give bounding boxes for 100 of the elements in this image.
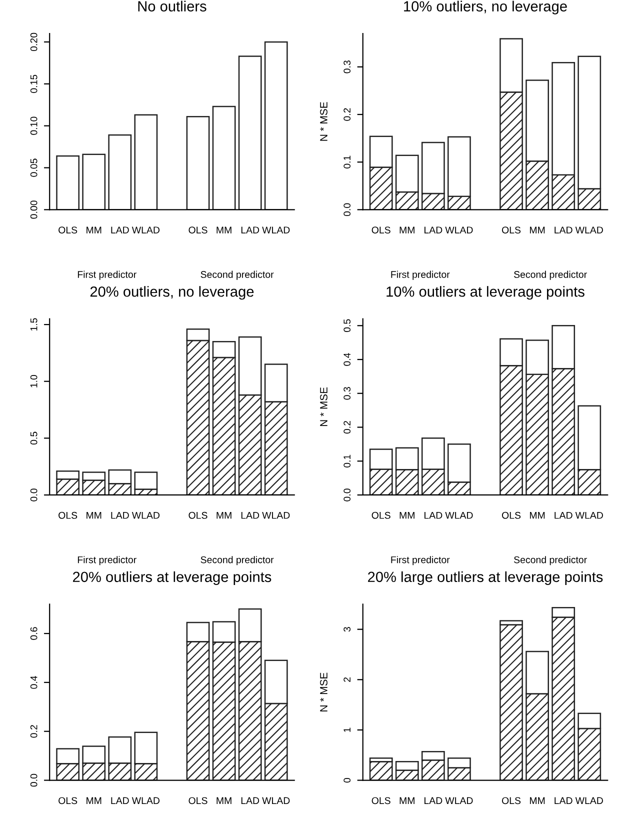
y-tick-label: 0.10 — [30, 116, 38, 135]
x-tick-label: LAD — [241, 226, 260, 234]
x-tick-label: WLAD — [575, 797, 603, 804]
x-tick-label: WLAD — [575, 226, 603, 234]
x-tick-label: MM — [400, 797, 414, 804]
x-tick-label: OLS — [58, 512, 78, 519]
x-tick-label: MM — [530, 797, 545, 804]
bar — [500, 624, 523, 780]
x-tick-label: OLS — [502, 512, 521, 519]
x-tick-label: LAD — [424, 512, 442, 519]
y-tick-label: 0.3 — [344, 60, 351, 74]
text: First predictor — [391, 270, 450, 280]
y-tick-label: 1 — [344, 728, 350, 732]
x-tick-label: OLS — [188, 512, 208, 519]
x-tick-label: MM — [216, 797, 232, 804]
y-tick-label: 1.0 — [30, 374, 38, 388]
x-tick-label: WLAD — [132, 226, 160, 234]
chart-title: 10% outliers at leverage points — [386, 286, 584, 300]
y-tick-label: 0.0 — [344, 488, 351, 502]
y-axis-title: N * MSE — [320, 387, 328, 426]
bar — [212, 106, 236, 210]
x-tick-label: WLAD — [445, 226, 473, 234]
x-tick-label: OLS — [372, 512, 390, 519]
text: Second predictor — [200, 270, 274, 280]
x-tick-label: OLS — [502, 797, 521, 804]
text: First predictor — [78, 556, 136, 566]
x-tick-label: LAD — [554, 797, 572, 804]
y-tick-label: 0.2 — [344, 108, 351, 121]
y-axis-title: N * MSE — [320, 672, 328, 712]
text: Second predictor — [514, 270, 587, 280]
x-tick-label: WLAD — [132, 512, 160, 519]
x-tick-label: OLS — [188, 797, 208, 804]
bar — [186, 116, 210, 210]
chart-title: 20% outliers, no leverage — [90, 286, 254, 300]
x-tick-label: WLAD — [262, 797, 290, 804]
x-tick-label: LAD — [424, 797, 442, 804]
text: First predictor — [391, 556, 450, 566]
y-tick-label: 0.2 — [344, 420, 351, 434]
x-tick-label: MM — [86, 226, 102, 234]
x-tick-label: WLAD — [445, 797, 473, 804]
x-tick-label: LAD — [554, 512, 572, 519]
bar — [264, 41, 288, 210]
y-tick-label: 0.5 — [344, 319, 351, 332]
x-tick-label: MM — [216, 512, 232, 519]
y-tick-label: 0.0 — [30, 774, 38, 787]
bar — [238, 56, 262, 210]
y-tick-label: 3 — [344, 627, 351, 632]
y-tick-label: 0.15 — [30, 74, 38, 93]
x-tick-label: MM — [530, 512, 545, 519]
x-tick-label: WLAD — [445, 512, 473, 519]
y-tick-label: 0.4 — [344, 353, 351, 366]
bar — [108, 134, 132, 210]
x-tick-label: OLS — [188, 226, 208, 234]
x-tick-label: WLAD — [262, 226, 290, 234]
x-tick-label: MM — [86, 512, 102, 519]
y-tick-label: 0.1 — [344, 454, 351, 468]
chart-title: 20% large outliers at leverage points — [368, 571, 603, 585]
bar — [82, 154, 106, 210]
x-tick-label: WLAD — [132, 797, 160, 804]
x-tick-label: MM — [530, 226, 545, 234]
y-axis-title: N * MSE — [320, 102, 328, 141]
x-tick-label: OLS — [58, 226, 78, 234]
y-tick-label: 0.00 — [30, 200, 38, 219]
text: First predictor — [78, 270, 136, 280]
x-tick-label: LAD — [241, 512, 260, 519]
x-tick-label: MM — [86, 797, 102, 804]
x-tick-label: WLAD — [262, 512, 290, 519]
y-tick-label: 0.4 — [30, 676, 38, 689]
chart-title: No outliers — [138, 0, 206, 12]
x-tick-label: WLAD — [575, 512, 603, 519]
chart-title: 10% outliers, no leverage — [404, 0, 567, 14]
y-tick-label: 0.0 — [344, 203, 351, 216]
x-tick-label: MM — [400, 512, 414, 519]
y-tick-label: 0.2 — [30, 725, 38, 738]
x-tick-label: MM — [400, 226, 414, 234]
bar — [134, 114, 158, 210]
text: Second predictor — [514, 556, 587, 566]
bar — [56, 155, 80, 210]
y-tick-label: 0.1 — [344, 156, 351, 168]
y-tick-label: 1.5 — [30, 318, 38, 331]
y-tick-label: 0 — [344, 778, 351, 783]
text: Second predictor — [200, 556, 274, 566]
x-tick-label: OLS — [58, 797, 78, 804]
x-tick-label: OLS — [372, 226, 390, 234]
y-tick-label: 0.5 — [30, 432, 38, 445]
y-tick-label: 0.3 — [344, 387, 351, 400]
x-tick-label: OLS — [502, 226, 521, 234]
x-tick-label: OLS — [372, 797, 390, 804]
y-tick-label: 0.0 — [30, 488, 38, 502]
x-tick-label: LAD — [241, 797, 260, 804]
chart-title: 20% outliers at leverage points — [72, 571, 272, 585]
x-tick-label: LAD — [111, 512, 129, 519]
x-tick-label: LAD — [554, 226, 572, 234]
x-tick-label: LAD — [424, 226, 442, 234]
x-tick-label: LAD — [111, 226, 129, 234]
y-tick-label: 2 — [344, 677, 350, 682]
y-tick-label: 0.6 — [30, 627, 38, 640]
y-tick-label: 0.05 — [30, 158, 38, 177]
y-tick-label: 0.20 — [30, 32, 38, 52]
x-tick-label: LAD — [111, 797, 129, 804]
